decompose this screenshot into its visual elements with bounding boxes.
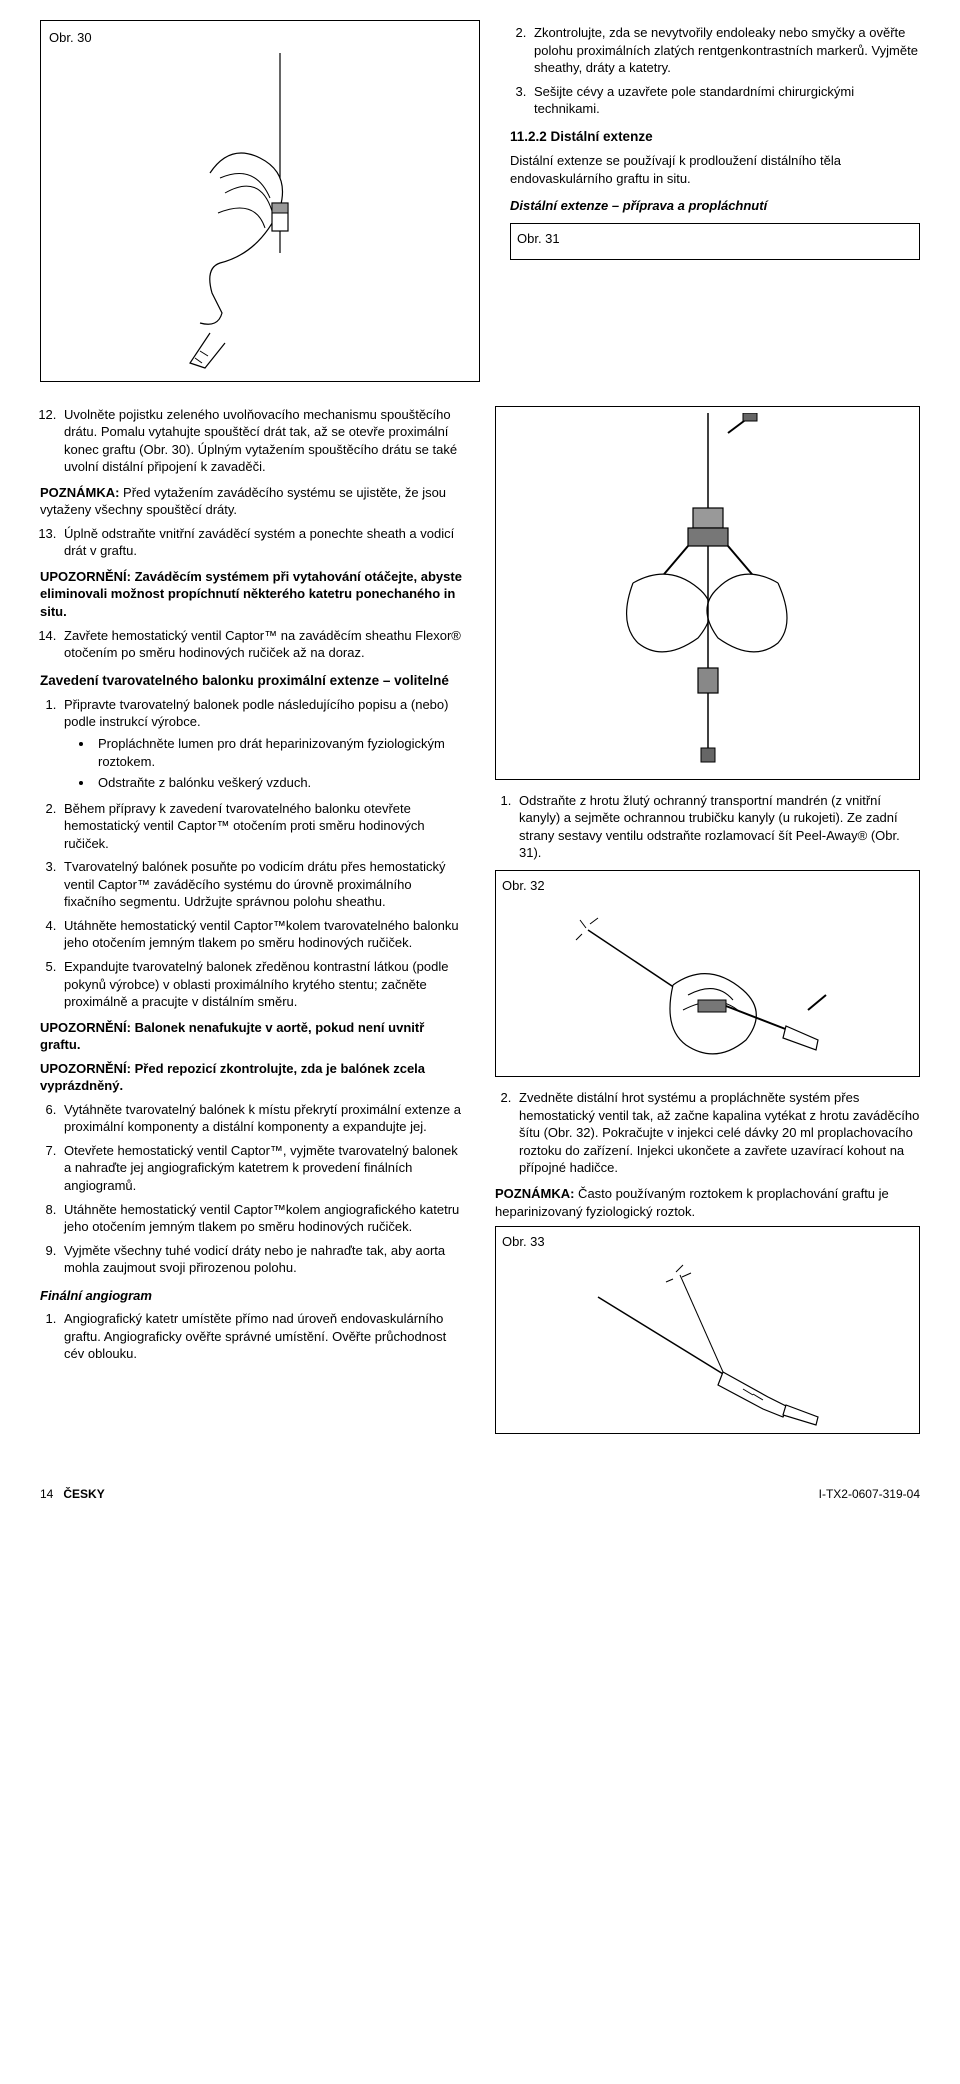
balloon-step-6: Vytáhněte tvarovatelný balónek k místu p… <box>60 1101 465 1136</box>
figure-32-illustration <box>502 900 913 1070</box>
figure-30-illustration <box>49 53 471 373</box>
warning-1: UPOZORNĚNÍ: Zaváděcím systémem při vytah… <box>40 568 465 621</box>
figure-33-label: Obr. 33 <box>502 1233 913 1251</box>
warning-2-label: UPOZORNĚNÍ: <box>40 1020 131 1035</box>
warning-3: UPOZORNĚNÍ: Před repozicí zkontrolujte, … <box>40 1060 465 1095</box>
balloon-step-1-text: Připravte tvarovatelný balonek podle nás… <box>64 697 448 730</box>
step-3: Sešijte cévy a uzavřete pole standardním… <box>530 83 920 118</box>
warning-3-label: UPOZORNĚNÍ: <box>40 1061 131 1076</box>
section-11-2-2-body: Distální extenze se používají k prodlouž… <box>510 152 920 187</box>
footer-left: 14 ČESKY <box>40 1486 105 1502</box>
figure-31-full <box>495 406 920 780</box>
balloon-step-9: Vyjměte všechny tuhé vodicí dráty nebo j… <box>60 1242 465 1277</box>
final-angiogram-heading: Finální angiogram <box>40 1287 465 1305</box>
right-note-label: POZNÁMKA: <box>495 1186 574 1201</box>
balloon-step-4: Utáhněte hemostatický ventil Captor™kole… <box>60 917 465 952</box>
balloon-heading: Zavedení tvarovatelného balonku proximál… <box>40 672 465 690</box>
footer-doc-id: I-TX2-0607-319-04 <box>819 1486 920 1502</box>
step-13: Úplně odstraňte vnitřní zaváděcí systém … <box>60 525 465 560</box>
note-1: POZNÁMKA: Před vytažením zaváděcího syst… <box>40 484 465 519</box>
page-footer: 14 ČESKY I-TX2-0607-319-04 <box>40 1486 920 1502</box>
step-12: Uvolněte pojistku zeleného uvolňovacího … <box>60 406 465 476</box>
left-column: Uvolněte pojistku zeleného uvolňovacího … <box>40 406 465 1446</box>
final-step-1: Angiografický katetr umístěte přímo nad … <box>60 1310 465 1363</box>
footer-language: ČESKY <box>63 1487 104 1501</box>
right-step-1: Odstraňte z hrotu žlutý ochranný transpo… <box>515 792 920 862</box>
balloon-step-1: Připravte tvarovatelný balonek podle nás… <box>60 696 465 792</box>
figure-32: Obr. 32 <box>495 870 920 1078</box>
balloon-step-7: Otevřete hemostatický ventil Captor™, vy… <box>60 1142 465 1195</box>
note-1-label: POZNÁMKA: <box>40 485 119 500</box>
figure-32-label: Obr. 32 <box>502 877 913 895</box>
balloon-step-1a: Propláchněte lumen pro drát heparinizova… <box>94 735 465 770</box>
warning-2: UPOZORNĚNÍ: Balonek nenafukujte v aortě,… <box>40 1019 465 1054</box>
figure-31-illustration <box>502 413 913 773</box>
balloon-step-5: Expandujte tvarovatelný balonek zředěnou… <box>60 958 465 1011</box>
top-text-block: Zkontrolujte, zda se nevytvořily endolea… <box>510 20 920 382</box>
right-column: Odstraňte z hrotu žlutý ochranný transpo… <box>495 406 920 1446</box>
step-14: Zavřete hemostatický ventil Captor™ na z… <box>60 627 465 662</box>
balloon-step-1b: Odstraňte z balónku veškerý vzduch. <box>94 774 465 792</box>
right-note: POZNÁMKA: Často používaným roztokem k pr… <box>495 1185 920 1220</box>
step-2: Zkontrolujte, zda se nevytvořily endolea… <box>530 24 920 77</box>
figure-31-label: Obr. 31 <box>517 230 913 248</box>
balloon-step-2: Během přípravy k zavedení tvarovatelného… <box>60 800 465 853</box>
prep-flush-title: Distální extenze – příprava a propláchnu… <box>510 197 920 215</box>
figure-33-illustration <box>502 1257 913 1427</box>
right-step-2: Zvedněte distální hrot systému a proplác… <box>515 1089 920 1177</box>
balloon-step-8: Utáhněte hemostatický ventil Captor™kole… <box>60 1201 465 1236</box>
figure-30: Obr. 30 <box>40 20 480 382</box>
warning-1-label: UPOZORNĚNÍ: <box>40 569 131 584</box>
balloon-step-3: Tvarovatelný balónek posuňte po vodicím … <box>60 858 465 911</box>
figure-31: Obr. 31 <box>510 223 920 261</box>
figure-30-label: Obr. 30 <box>49 29 471 47</box>
section-11-2-2-title: 11.2.2 Distální extenze <box>510 128 920 146</box>
page-number: 14 <box>40 1487 53 1501</box>
figure-33: Obr. 33 <box>495 1226 920 1434</box>
